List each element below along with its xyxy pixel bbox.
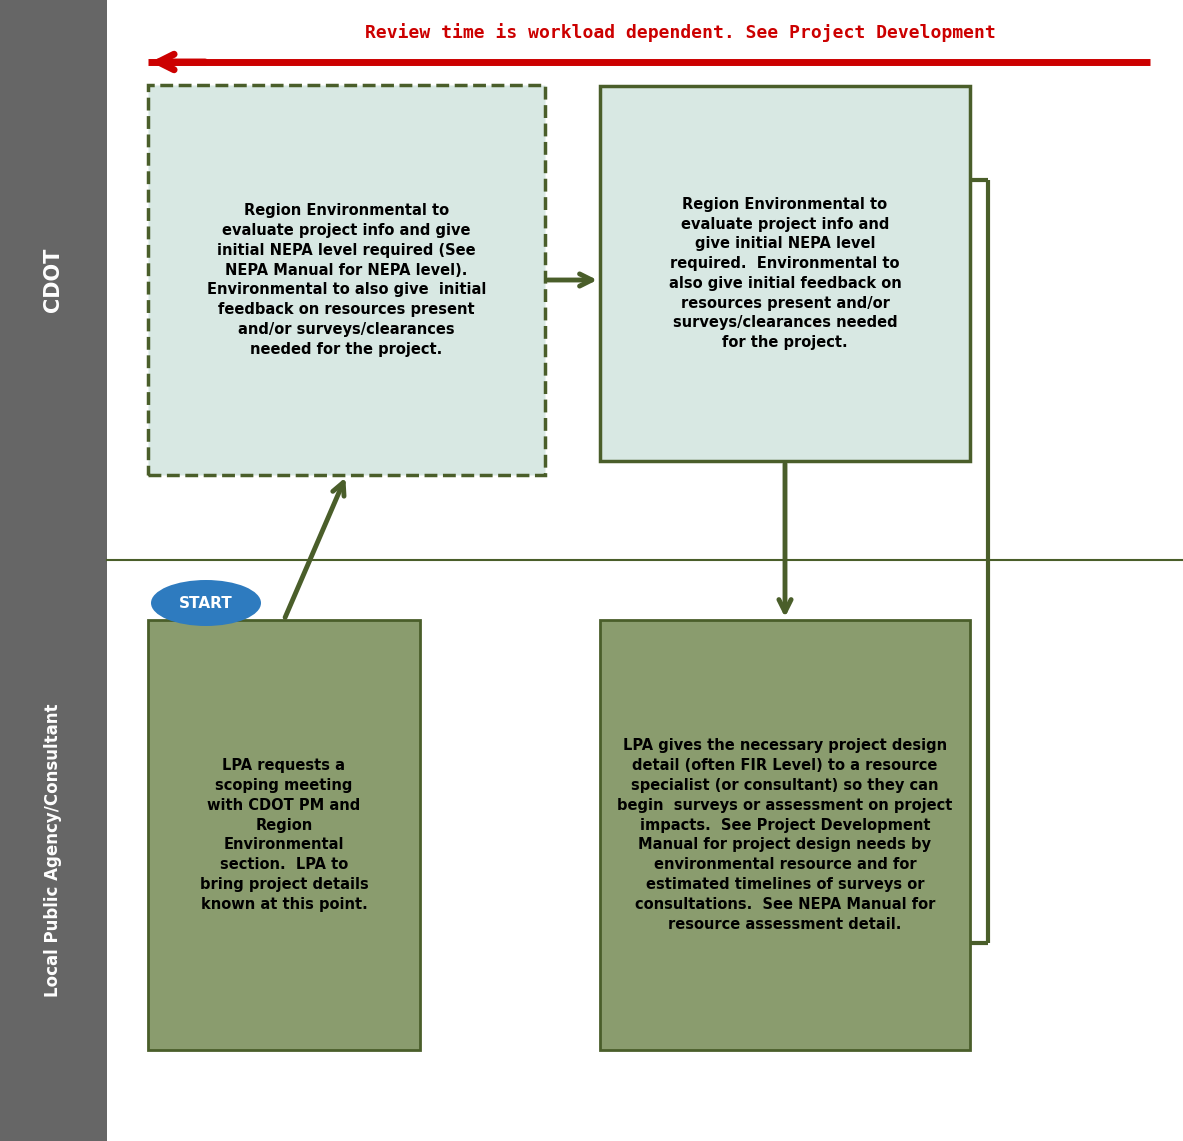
Bar bbox=[148, 84, 545, 475]
Bar bbox=[148, 620, 420, 1050]
Text: LPA requests a
scoping meeting
with CDOT PM and
Region
Environmental
section.  L: LPA requests a scoping meeting with CDOT… bbox=[200, 759, 368, 912]
Ellipse shape bbox=[151, 580, 261, 626]
Text: Region Environmental to
evaluate project info and
give initial NEPA level
requir: Region Environmental to evaluate project… bbox=[668, 196, 901, 350]
Text: START: START bbox=[179, 596, 233, 610]
Bar bbox=[600, 620, 970, 1050]
Text: CDOT: CDOT bbox=[44, 248, 64, 313]
Text: Review time is workload dependent. See Project Development: Review time is workload dependent. See P… bbox=[364, 24, 995, 42]
Bar bbox=[600, 86, 970, 461]
Text: Region Environmental to
evaluate project info and give
initial NEPA level requir: Region Environmental to evaluate project… bbox=[207, 203, 486, 357]
Text: Local Public Agency/Consultant: Local Public Agency/Consultant bbox=[45, 704, 63, 997]
Bar bbox=[0, 0, 106, 1141]
Text: LPA gives the necessary project design
detail (often FIR Level) to a resource
sp: LPA gives the necessary project design d… bbox=[618, 738, 952, 931]
